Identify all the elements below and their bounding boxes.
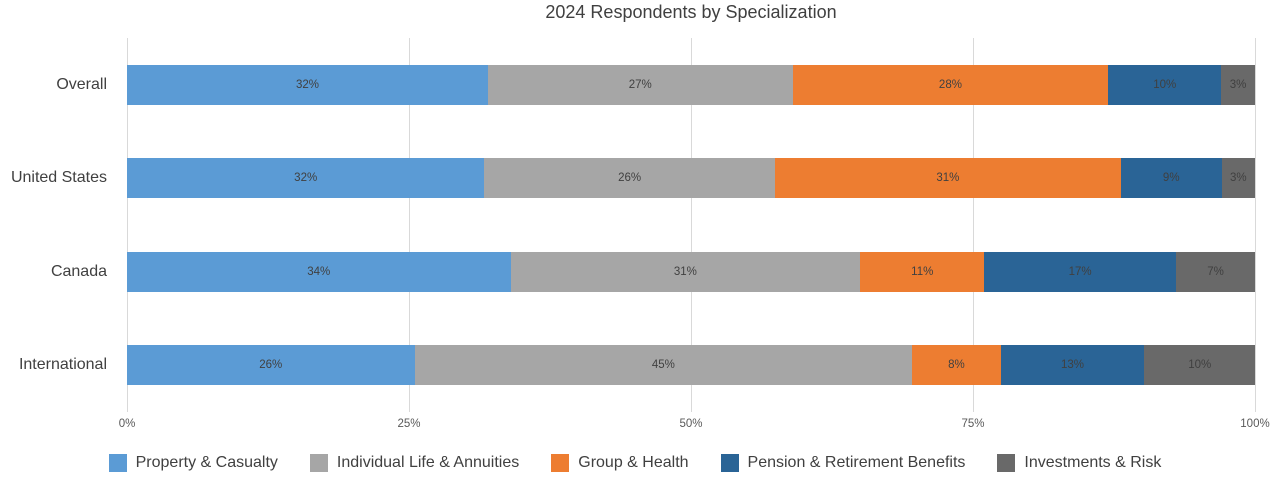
legend-item: Pension & Retirement Benefits [720, 454, 966, 472]
bar-row: Overall 32% 27% 28% 10% 3% [56, 38, 1255, 132]
bar-segment: 32% [127, 158, 485, 199]
bar-segment: 9% [1120, 158, 1222, 199]
legend-label: Individual Life & Annuities [336, 454, 520, 471]
segment-value-label: 32% [295, 78, 319, 91]
plot-area: Overall 32% 27% 28% 10% 3% United States 32% 26%… [11, 38, 1256, 413]
category-label: International [18, 356, 107, 374]
segment-value-label: 13% [1061, 359, 1085, 372]
gridline [126, 38, 128, 412]
segment-value-label: 28% [938, 78, 962, 91]
bar-segment: 11% [860, 251, 985, 292]
bar-segment: 3% [1221, 64, 1255, 105]
stacked-bar: 26% 45% 8% 13% 10% [127, 345, 1255, 386]
bar-segment: 8% [912, 345, 1001, 386]
segment-value-label: 31% [936, 172, 960, 185]
legend-swatch [309, 454, 328, 472]
segment-value-label: 27% [628, 78, 652, 91]
x-axis-tick-label: 25% [397, 418, 421, 430]
bar-row: International 26% 45% 8% 13% 10% [19, 319, 1255, 413]
segment-value-label: 8% [948, 359, 965, 372]
bar-segment: 3% [1221, 158, 1255, 199]
segment-value-label: 26% [259, 359, 283, 372]
bar-row: United States 32% 26% 31% 9% 3% [11, 132, 1255, 226]
legend-swatch [720, 454, 739, 472]
bar-segment: 28% [792, 64, 1109, 105]
segment-value-label: 3% [1229, 78, 1247, 91]
x-axis-tick-label: 50% [679, 418, 703, 430]
legend-label: Property & Casualty [135, 454, 278, 471]
segment-value-label: 11% [911, 265, 934, 278]
gridline [408, 38, 410, 412]
gridline [690, 38, 692, 412]
segment-value-label: 31% [673, 265, 697, 278]
segment-value-label: 17% [1068, 265, 1092, 278]
bar-segment: 13% [1000, 345, 1145, 386]
bar-segment: 45% [414, 345, 913, 386]
segment-value-label: 7% [1207, 265, 1224, 278]
gridline [972, 38, 974, 412]
chart-title: 2024 Respondents by Specialization [545, 2, 837, 22]
legend-swatch [108, 454, 127, 472]
segment-value-label: 34% [307, 265, 331, 278]
x-axis-tick-label: 0% [118, 418, 136, 430]
segment-value-label: 9% [1162, 172, 1180, 185]
legend-label: Investments & Risk [1024, 454, 1162, 471]
stacked-bar: 32% 26% 31% 9% 3% [127, 158, 1255, 199]
segment-value-label: 45% [651, 359, 675, 372]
legend-label: Group & Health [578, 454, 689, 471]
category-label: Canada [50, 262, 107, 280]
bar-row: Canada 34% 31% 11% 17% 7% [51, 225, 1255, 319]
legend-item: Individual Life & Annuities [309, 454, 520, 472]
bar-segment: 26% [484, 158, 775, 199]
bar-segment: 10% [1108, 64, 1222, 105]
legend-item: Investments & Risk [997, 454, 1161, 472]
legend-label: Pension & Retirement Benefits [747, 454, 966, 471]
segment-value-label: 26% [618, 172, 642, 185]
stacked-bar: 32% 27% 28% 10% 3% [127, 64, 1255, 105]
legend-swatch [551, 454, 570, 472]
legend-swatch [997, 454, 1016, 472]
segment-value-label: 10% [1188, 359, 1212, 372]
segment-value-label: 3% [1229, 172, 1247, 185]
bar-segment: 10% [1144, 345, 1255, 386]
stacked-bar: 34% 31% 11% 17% 7% [127, 251, 1255, 292]
bar-segment: 26% [127, 345, 415, 386]
x-axis-tick-label: 100% [1240, 418, 1270, 430]
bar-segment: 31% [510, 251, 861, 292]
gridline [1254, 38, 1256, 412]
bar-segment: 31% [774, 158, 1121, 199]
legend: Property & Casualty Individual Life & Ann… [0, 454, 1270, 472]
legend-item: Group & Health [551, 454, 689, 472]
x-axis: 0% 25% 50% 75% 100% [119, 418, 1270, 434]
category-label: Overall [56, 75, 107, 93]
x-axis-tick-label: 75% [961, 418, 985, 430]
bar-segment: 27% [487, 64, 793, 105]
bar-segment: 17% [984, 251, 1177, 292]
segment-value-label: 10% [1153, 78, 1177, 91]
bar-segment: 34% [127, 251, 511, 292]
legend-item: Property & Casualty [108, 454, 278, 472]
bar-segment: 7% [1176, 251, 1255, 292]
segment-value-label: 32% [294, 172, 318, 185]
category-label: United States [10, 169, 107, 187]
bar-segment: 32% [127, 64, 488, 105]
